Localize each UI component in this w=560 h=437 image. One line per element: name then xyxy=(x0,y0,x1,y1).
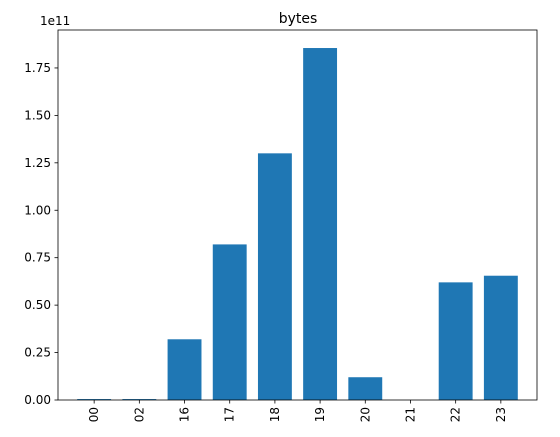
bar-19 xyxy=(303,48,338,401)
y-tick-label: 0.25 xyxy=(24,346,51,360)
bar-02 xyxy=(122,399,157,400)
bar-16 xyxy=(167,339,202,400)
y-axis: 0.00 0.25 0.50 0.75 1.00 1.25 1.50 1.75 xyxy=(24,61,58,407)
x-tick-label-18: 18 xyxy=(268,407,282,422)
y-tick-label: 1.50 xyxy=(24,108,51,122)
bar-18 xyxy=(257,153,292,400)
bar-17 xyxy=(212,244,247,400)
x-tick-label-23: 23 xyxy=(494,407,508,422)
y-tick-label: 0.50 xyxy=(24,298,51,312)
x-tick-label-00: 00 xyxy=(87,407,101,422)
x-tick-label-02: 02 xyxy=(132,407,146,422)
x-tick-label-20: 20 xyxy=(358,407,372,422)
y-tick-label: 0.75 xyxy=(24,251,51,265)
y-tick-label: 1.00 xyxy=(24,203,51,217)
x-axis: 00 02 16 17 18 19 20 21 22 23 xyxy=(87,400,508,422)
y-tick-label: 1.75 xyxy=(24,61,51,75)
bar-23 xyxy=(483,275,518,400)
x-tick-label-22: 22 xyxy=(449,407,463,422)
x-tick-label-17: 17 xyxy=(223,407,237,422)
bar-20 xyxy=(348,377,383,400)
plot-frame xyxy=(57,29,538,401)
bar-22 xyxy=(438,282,473,400)
x-tick-label-21: 21 xyxy=(403,407,417,422)
y-tick-label: 1.25 xyxy=(24,156,51,170)
y-tick-label: 0.00 xyxy=(24,393,51,407)
bars-group xyxy=(77,48,518,401)
x-tick-label-16: 16 xyxy=(178,407,192,422)
y-axis-offset-label: 1e11 xyxy=(40,14,70,28)
bar-00 xyxy=(77,399,112,400)
x-tick-label-19: 19 xyxy=(313,407,327,422)
chart-title: bytes xyxy=(279,11,318,27)
